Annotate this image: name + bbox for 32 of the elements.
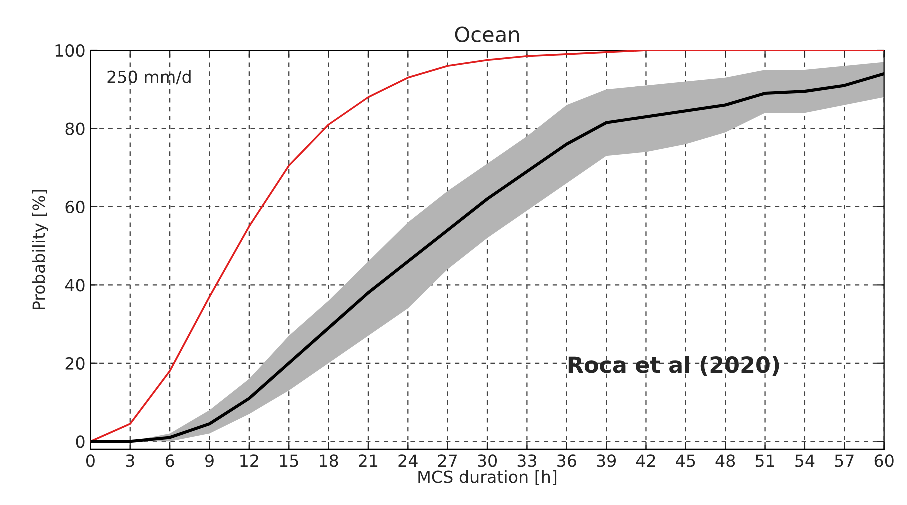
x-tick-label: 45 <box>676 454 696 468</box>
x-tick-label: 21 <box>359 454 378 467</box>
x-tick-label: 30 <box>478 454 498 468</box>
x-tick-label: 57 <box>835 454 854 468</box>
x-tick-label: 48 <box>716 454 736 468</box>
x-tick-label: 60 <box>874 454 894 468</box>
x-tick-label: 42 <box>636 454 656 467</box>
y-tick-label: 40 <box>65 279 85 292</box>
x-tick-label: 18 <box>320 454 338 468</box>
annotation: 250 mm/d <box>108 70 191 85</box>
x-tick-label: 3 <box>126 454 134 468</box>
y-tick-label: 20 <box>66 357 85 370</box>
y-tick-label: 100 <box>56 44 85 58</box>
x-axis-title: MCS duration [h] <box>418 470 557 486</box>
y-tick-label: 80 <box>66 122 85 136</box>
x-tick-label: 39 <box>597 454 616 468</box>
x-tick-label: 24 <box>398 454 418 467</box>
y-tick-label: 0 <box>76 436 85 448</box>
x-tick-label: 51 <box>756 454 774 468</box>
x-tick-label: 36 <box>558 454 576 468</box>
x-tick-label: 54 <box>796 454 815 468</box>
annotation: Roca et al (2020) <box>568 356 780 376</box>
x-tick-label: 9 <box>205 454 214 468</box>
x-tick-label: 33 <box>518 454 536 468</box>
y-axis-title: Probability [%] <box>32 190 48 310</box>
y-tick-label: 60 <box>66 200 85 214</box>
x-tick-label: 27 <box>438 454 458 467</box>
x-tick-label: 0 <box>86 454 95 468</box>
x-tick-label: 12 <box>240 454 258 467</box>
x-tick-label: 6 <box>166 454 174 468</box>
chart-title: Ocean <box>455 26 520 42</box>
x-tick-label: 15 <box>280 454 298 468</box>
